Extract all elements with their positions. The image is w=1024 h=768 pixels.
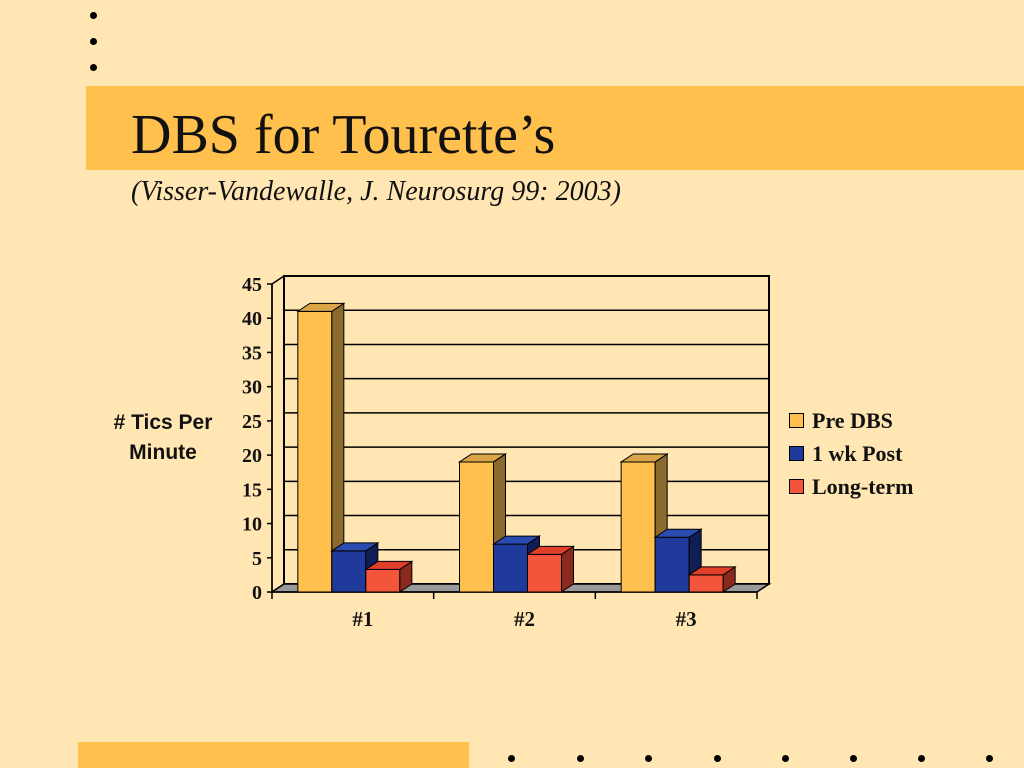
bar-top xyxy=(296,302,346,312)
bottom-dot xyxy=(508,755,515,762)
bar-top xyxy=(525,545,576,555)
bar-front xyxy=(297,310,333,593)
y-tick-label: 20 xyxy=(242,445,262,467)
legend-label: Pre DBS xyxy=(812,407,893,433)
legend-item: 1 wk Post xyxy=(789,437,913,470)
bottom-band xyxy=(78,742,469,768)
bar-top xyxy=(619,453,669,463)
bar-front xyxy=(620,461,656,593)
slide-subtitle: (Visser-Vandewalle, J. Neurosurg 99: 200… xyxy=(131,176,621,207)
bottom-dot xyxy=(714,755,721,762)
legend-swatch xyxy=(789,479,804,494)
bar-front xyxy=(365,568,401,593)
bar-top xyxy=(364,560,414,570)
bar-front xyxy=(331,550,367,593)
bar-front xyxy=(654,536,690,593)
legend-item: Long-term xyxy=(789,470,913,503)
bar-front xyxy=(459,461,494,593)
y-tick-label: 30 xyxy=(242,377,262,399)
y-tick-label: 15 xyxy=(242,479,262,501)
legend-swatch xyxy=(789,413,804,428)
title-band xyxy=(86,86,1024,170)
legend-swatch xyxy=(789,446,804,461)
bar-front xyxy=(688,574,724,593)
y-tick-label: 0 xyxy=(252,582,262,604)
y-tick-label: 45 xyxy=(242,274,262,296)
top-dot xyxy=(90,38,97,45)
legend-item: Pre DBS xyxy=(789,404,913,437)
bottom-dot xyxy=(986,755,993,762)
bottom-dot xyxy=(782,755,789,762)
bottom-dot xyxy=(645,755,652,762)
bar-top xyxy=(457,453,508,463)
legend-label: Long-term xyxy=(812,473,914,499)
y-tick-label: 10 xyxy=(242,514,262,536)
legend-label: 1 wk Post xyxy=(812,440,903,466)
y-axis-label: # Tics Per Minute xyxy=(113,411,213,464)
bar-top xyxy=(330,542,380,552)
bar-top xyxy=(653,528,703,538)
chart-legend: Pre DBS 1 wk Post Long-term xyxy=(789,404,913,503)
slide-title: DBS for Tourette’s xyxy=(131,104,556,166)
bar-top xyxy=(491,535,542,545)
bar-top xyxy=(687,566,737,576)
bar-front xyxy=(493,543,528,593)
bottom-dot xyxy=(850,755,857,762)
x-tick-label: #3 xyxy=(676,607,697,631)
x-tick-label: #2 xyxy=(514,607,535,631)
x-tick-label: #1 xyxy=(352,607,373,631)
bottom-dot xyxy=(918,755,925,762)
y-tick-label: 40 xyxy=(242,308,262,330)
y-tick-label: 5 xyxy=(252,548,262,570)
plot-side-wall xyxy=(271,274,285,594)
top-dot xyxy=(90,64,97,71)
bottom-dot xyxy=(577,755,584,762)
y-tick-label: 25 xyxy=(242,411,262,433)
y-tick-label: 35 xyxy=(242,342,262,364)
bar-front xyxy=(527,553,562,593)
top-dot xyxy=(90,12,97,19)
